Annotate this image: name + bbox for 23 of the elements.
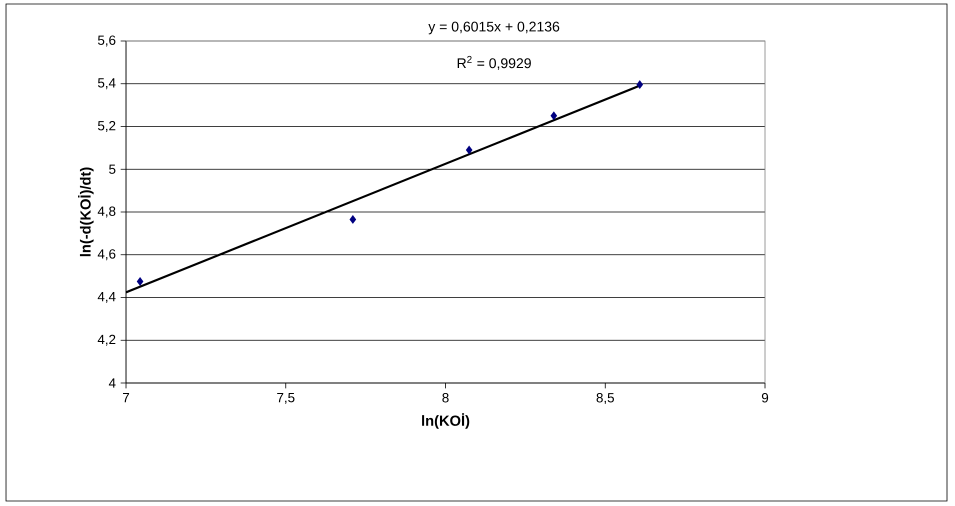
x-axis-title: ln(KOİ)	[422, 413, 470, 429]
y-tick-label: 4,4	[98, 292, 116, 303]
point	[466, 146, 472, 154]
point	[350, 215, 356, 224]
x-tick-label: 8	[442, 393, 449, 402]
y-axis-title: ln(-d(KOİ)/dt)	[78, 167, 94, 256]
x-tick-label: 7	[122, 393, 130, 402]
y-tick-label: 4	[108, 378, 116, 388]
point	[550, 112, 558, 120]
point	[636, 80, 644, 89]
point	[136, 277, 144, 286]
y-tick-label: 5	[109, 164, 116, 174]
x-tick-label: 7,5	[277, 393, 294, 404]
text: y = 0,6015x + 0,2136	[428, 22, 560, 34]
y-tick-label: 5,6	[98, 35, 116, 47]
y-tick-label: 5,4	[98, 78, 116, 90]
y-tick-label: 4,8	[98, 206, 116, 218]
x-tick-label: 8,5	[596, 393, 614, 404]
y-tick-label: 4,6	[98, 249, 116, 260]
y-tick-label: 4,2	[98, 334, 116, 346]
x-tick-label: 9	[762, 393, 768, 402]
annotation: R$^{2}$ = 0,9929	[458, 56, 531, 70]
y-tick-label: 5,2	[98, 120, 116, 132]
